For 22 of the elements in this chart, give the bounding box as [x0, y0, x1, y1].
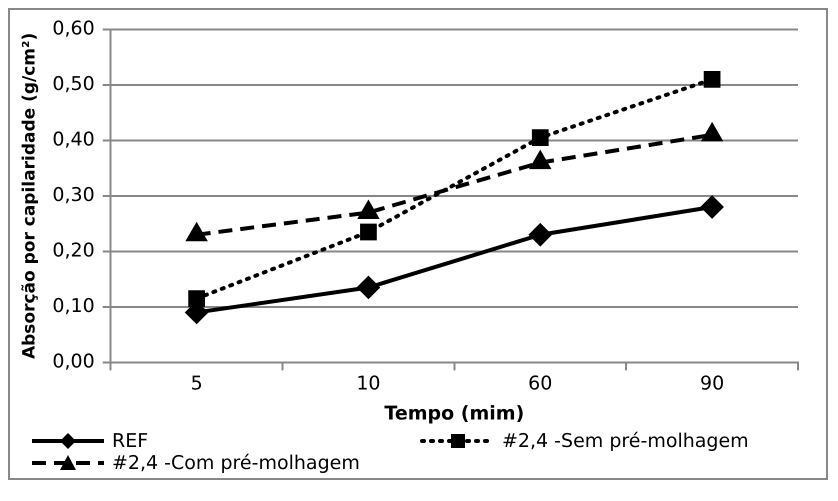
legend-label: #2,4 -Com pré-molhagem [112, 452, 360, 474]
point [360, 224, 377, 240]
y-tick-label: 0,50 [52, 72, 95, 95]
y-tick-label: 0,10 [52, 294, 95, 317]
y-tick-label: 0,40 [52, 128, 95, 150]
point [704, 70, 720, 88]
y-axis-title: Absorção por capilaridade (g/cm²) [20, 32, 40, 360]
x-axis-title: Tempo (mim) [384, 402, 524, 425]
legend-label: REF [112, 430, 148, 452]
legend-label: #2,4 -Sem pré-molhagem [502, 430, 749, 452]
point [357, 276, 380, 298]
y-tick-label: 0,60 [52, 17, 95, 40]
y-tick-label: 0,30 [52, 184, 95, 206]
point [529, 224, 552, 246]
x-tick-label: 10 [356, 372, 381, 395]
point [532, 129, 549, 146]
point [701, 196, 724, 218]
y-tick-label: 0,00 [52, 350, 95, 372]
x-tick-label: 90 [700, 372, 724, 395]
x-tick-label: 60 [528, 372, 552, 395]
y-tick-label: 0,20 [52, 239, 95, 262]
x-tick-label: 5 [190, 372, 203, 395]
